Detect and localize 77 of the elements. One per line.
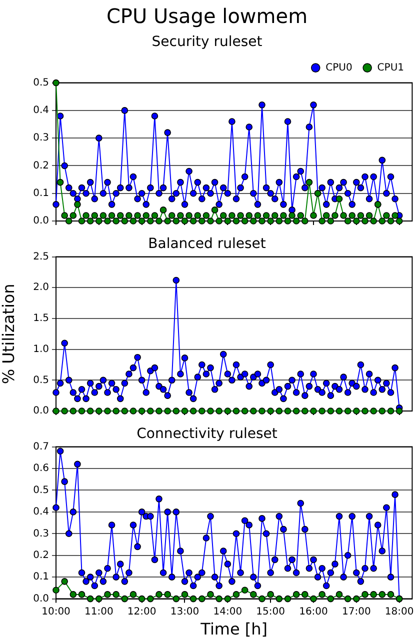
point bbox=[284, 595, 292, 602]
y-tick-label: 0.4 bbox=[33, 105, 49, 116]
point bbox=[232, 591, 240, 598]
y-tick-label: 0.5 bbox=[33, 484, 49, 496]
y-tick-label: 0.5 bbox=[33, 374, 49, 386]
y-tick-label: 0.2 bbox=[33, 550, 49, 561]
y-tick-label: 0.0 bbox=[33, 216, 49, 227]
y-tick-label: 0.1 bbox=[33, 572, 49, 583]
point bbox=[156, 591, 162, 598]
point bbox=[78, 591, 86, 598]
point bbox=[198, 595, 206, 602]
point bbox=[190, 595, 197, 602]
point bbox=[104, 591, 111, 598]
point bbox=[378, 591, 386, 598]
point bbox=[267, 591, 274, 598]
point bbox=[52, 586, 60, 594]
point bbox=[362, 591, 368, 598]
point bbox=[147, 595, 154, 602]
y-axis-title: % Utilization bbox=[0, 284, 18, 384]
x-tick-label: 11:00 bbox=[84, 606, 114, 618]
y-tick-label: 2.0 bbox=[33, 282, 49, 294]
point bbox=[387, 591, 394, 598]
chart-title: CPU Usage lowmem bbox=[106, 4, 308, 28]
point bbox=[96, 595, 102, 602]
x-tick-label: 12:00 bbox=[127, 606, 156, 618]
x-tick-label: 13:00 bbox=[170, 606, 200, 618]
y-tick-label: 0.0 bbox=[33, 406, 49, 417]
point bbox=[318, 591, 326, 598]
point bbox=[327, 595, 334, 602]
y-tick-label: 0.4 bbox=[33, 506, 49, 518]
point bbox=[112, 591, 120, 598]
x-tick-label: 17:00 bbox=[342, 606, 371, 618]
chart-title: Connectivity ruleset bbox=[136, 426, 278, 442]
point bbox=[138, 595, 146, 602]
y-tick-label: 0.2 bbox=[33, 160, 49, 172]
point bbox=[276, 595, 283, 602]
point bbox=[130, 591, 137, 598]
y-tick-label: 0.5 bbox=[33, 77, 49, 88]
legend-label: CPU0 bbox=[326, 62, 352, 74]
y-tick-label: 0.1 bbox=[33, 188, 49, 199]
point bbox=[181, 591, 188, 598]
point bbox=[336, 591, 343, 598]
point bbox=[241, 586, 248, 594]
x-tick-label: 15:00 bbox=[256, 606, 285, 618]
point bbox=[302, 591, 308, 598]
point bbox=[207, 591, 214, 598]
y-tick-label: 0.0 bbox=[33, 593, 49, 604]
x-tick-label: 14:00 bbox=[213, 606, 242, 618]
point bbox=[224, 595, 232, 602]
point bbox=[370, 591, 377, 598]
y-tick-label: 0.6 bbox=[33, 463, 49, 474]
x-axis-title: Time [h] bbox=[200, 620, 268, 639]
point bbox=[353, 595, 360, 602]
y-tick-label: 0.3 bbox=[33, 528, 49, 540]
y-tick-label: 2.5 bbox=[33, 251, 49, 262]
y-tick-label: 1.5 bbox=[33, 313, 49, 324]
x-tick-label: 10:00 bbox=[42, 606, 70, 618]
point bbox=[344, 595, 352, 602]
point bbox=[216, 595, 222, 602]
point bbox=[250, 591, 257, 598]
point bbox=[61, 578, 68, 585]
x-tick-label: 16:00 bbox=[299, 606, 328, 618]
point bbox=[258, 595, 266, 602]
y-tick-label: 0.3 bbox=[33, 132, 49, 144]
point bbox=[172, 595, 180, 602]
y-tick-label: 1.0 bbox=[33, 344, 49, 355]
legend-label: CPU1 bbox=[377, 62, 404, 74]
chart-title: Balanced ruleset bbox=[148, 236, 266, 252]
y-tick-label: 0.7 bbox=[33, 441, 49, 452]
point bbox=[70, 591, 77, 598]
chart-subtitle: Security ruleset bbox=[152, 34, 263, 50]
point bbox=[164, 591, 171, 598]
point bbox=[310, 595, 317, 602]
point bbox=[292, 591, 300, 598]
point bbox=[121, 595, 128, 602]
point bbox=[86, 595, 94, 602]
x-tick-label: 18:00 bbox=[384, 606, 414, 618]
